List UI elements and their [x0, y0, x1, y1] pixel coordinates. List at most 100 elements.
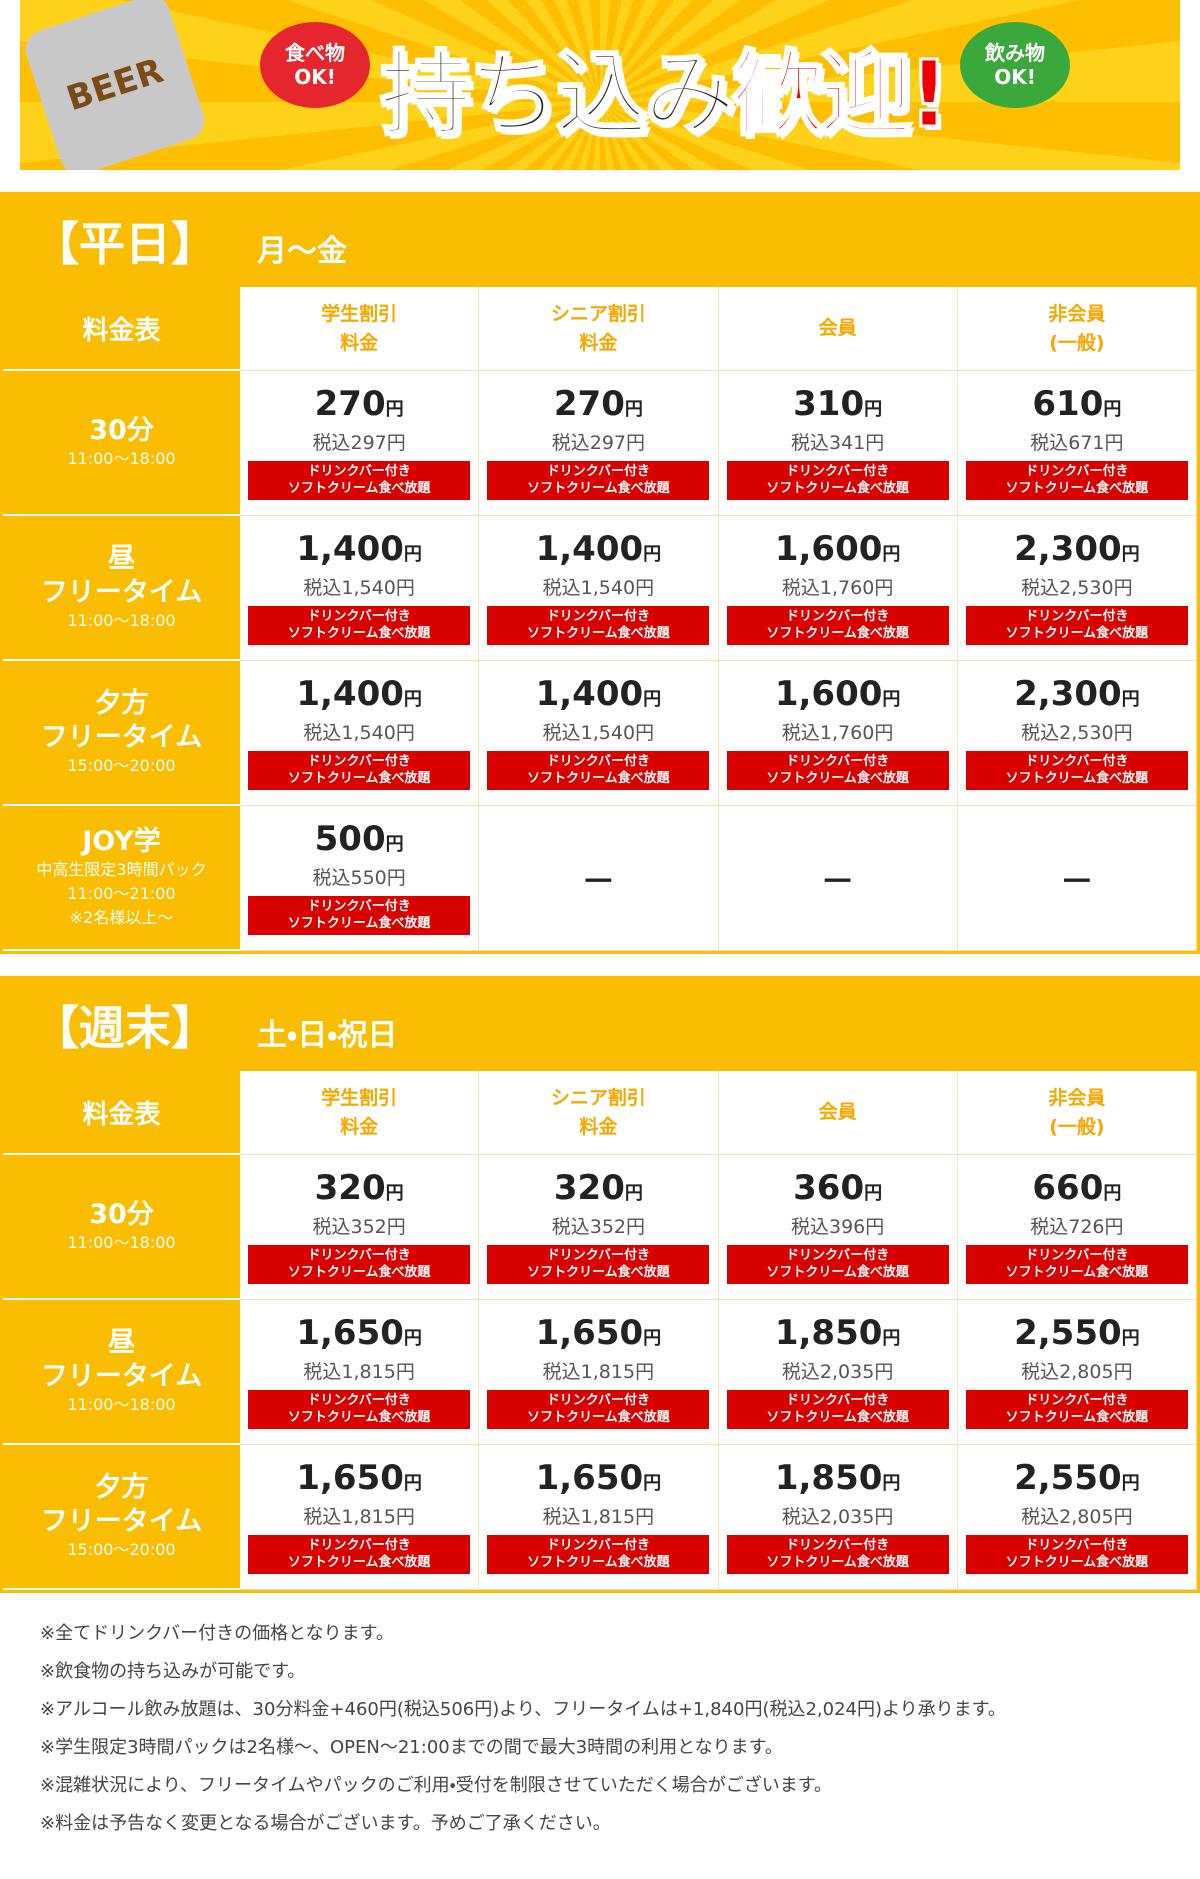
- note: ※学生限定3時間パックは2名様～、OPEN～21:00までの間で最大3時間の利用…: [40, 1737, 783, 1758]
- price: 1,600円: [775, 531, 901, 568]
- price-cell: 2,300円 税込2,530円 ドリンクバー付き ソフトクリーム食べ放題: [957, 516, 1197, 661]
- price-cell: 1,600円 税込1,760円 ドリンクバー付き ソフトクリーム食べ放題: [718, 661, 958, 806]
- price-unit: 円: [882, 1473, 901, 1495]
- column-label: (一般): [1049, 331, 1105, 354]
- column-header: 学生割引 料金: [240, 1071, 480, 1155]
- note: ※全てドリンクバー付きの価格となります。: [40, 1623, 394, 1644]
- price-value: 2,550: [1014, 1313, 1122, 1354]
- badge: ドリンクバー付きソフトクリーム食べ放題: [487, 750, 710, 790]
- price-cell: 1,400円 税込1,540円 ドリンクバー付き ソフトクリーム食べ放題: [240, 661, 480, 806]
- badge-line: ソフトクリーム食べ放題: [1005, 771, 1149, 787]
- column-label: シニア割引: [550, 1087, 646, 1109]
- badge-line: ドリンクバー付き: [1025, 1247, 1129, 1263]
- badge-line: ドリンクバー付き: [546, 753, 651, 769]
- banner: BEER 食べ物 OK! 持ち込み歓迎! 飲み物 OK!: [20, 0, 1180, 170]
- price-value: 1,650: [296, 1313, 404, 1354]
- badge-line: ドリンクバー付き: [307, 1392, 411, 1408]
- badge-line: ソフトクリーム食べ放題: [527, 1555, 670, 1571]
- section-header: 【平日】 月～金: [3, 195, 1197, 287]
- badge: ドリンクバー付き ソフトクリーム食べ放題: [248, 1389, 471, 1429]
- badge-line: ソフトクリーム食べ放題: [766, 1555, 909, 1571]
- corner-cell: 料金表: [3, 287, 240, 371]
- price-unit: 円: [1121, 1473, 1140, 1495]
- row-note: 11:00～18:00: [67, 1233, 176, 1253]
- price-value: 2,550: [1014, 1458, 1122, 1499]
- column-label: 料金: [579, 1115, 618, 1138]
- price-value: 1,650: [535, 1313, 644, 1354]
- badge: ドリンクバー付き ソフトクリーム食べ放題: [726, 460, 949, 500]
- price-cell: －: [718, 806, 958, 951]
- section-header: 【週末】 土・日・祝日: [3, 979, 1197, 1071]
- price-value: 360: [793, 1168, 865, 1209]
- price-value: 1,400: [296, 529, 404, 570]
- price-value: 1,400: [535, 674, 644, 715]
- badge: ドリンクバー付き ソフトクリーム食べ放題: [965, 1534, 1188, 1574]
- price-unit: 円: [385, 1183, 404, 1205]
- price-cell: 1,850円 税込2,035円 ドリンクバー付き ソフトクリーム食べ放題: [718, 1300, 958, 1445]
- price-cell: 1,400円 税込1,540円 ドリンクバー付き ソフトクリーム食べ放題: [240, 516, 480, 661]
- row-label: 夕方: [94, 687, 149, 719]
- price-cell: －: [957, 806, 1197, 951]
- price-value: 1,600: [774, 674, 883, 715]
- price-unit: 円: [403, 689, 422, 711]
- price-value: 1,650: [535, 1458, 644, 1499]
- bubble-text: 飲み物: [985, 41, 1045, 65]
- column-header: 非会員 (一般): [957, 1071, 1197, 1155]
- row-label: フリータイム: [40, 576, 203, 608]
- badge-line: ドリンクバー付き: [785, 608, 890, 624]
- badge: ドリンクバー付き ソフトクリーム食べ放題: [248, 1534, 471, 1574]
- column-header: 非会員 (一般): [957, 287, 1197, 371]
- column-label: 非会員: [1048, 1087, 1106, 1109]
- row-note: 15:00～20:00: [67, 756, 176, 776]
- price: 1,400円: [296, 676, 422, 713]
- price-cell: 320円 税込352円 ドリンクバー付き ソフトクリーム食べ放題: [240, 1155, 480, 1300]
- price-unit: 円: [1121, 544, 1140, 566]
- badge: ドリンクバー付き ソフトクリーム食べ放題: [487, 1244, 710, 1284]
- price-cell: 310円 税込341円 ドリンクバー付き ソフトクリーム食べ放題: [718, 371, 958, 516]
- row-label: フリータイム: [40, 721, 203, 753]
- row-label: JOY学: [82, 825, 161, 857]
- price: 1,650円: [536, 1460, 662, 1497]
- price-value: 1,650: [296, 1458, 404, 1499]
- badge-line: ドリンクバー付き: [546, 608, 651, 624]
- price-value: 270: [314, 384, 386, 425]
- section-title: 【週末】: [33, 1001, 217, 1055]
- price: 1,650円: [536, 1315, 662, 1352]
- price-cell: 1,400円 税込1,540円 ドリンクバー付き ソフトクリーム食べ放題: [479, 516, 719, 661]
- price-value: 1,400: [535, 529, 644, 570]
- price: 660円: [1032, 1170, 1121, 1207]
- badge-line: ソフトクリーム食べ放題: [1005, 1410, 1149, 1426]
- price-cell: 2,550円 税込2,805円 ドリンクバー付き ソフトクリーム食べ放題: [957, 1445, 1197, 1590]
- row-note: 11:00～18:00: [67, 611, 176, 631]
- price-unit: 円: [643, 1473, 662, 1495]
- badge: ドリンクバー付き ソフトクリーム食べ放題: [726, 605, 949, 645]
- price-value: 1,850: [774, 1458, 883, 1499]
- row-header: 昼フリータイム 11:00～18:00: [3, 1300, 240, 1445]
- price-value: 660: [1032, 1168, 1104, 1209]
- badge-line: ドリンクバー付き: [307, 608, 411, 624]
- food-bubble: 食べ物 OK!: [260, 22, 370, 108]
- badge: ドリンクバー付き ソフトクリーム食べ放題: [248, 1244, 471, 1284]
- price-unit: 円: [403, 1473, 422, 1495]
- price: 1,600円: [775, 676, 901, 713]
- price: 2,300円: [1014, 531, 1140, 568]
- price-cell: 320円 税込352円 ドリンクバー付き ソフトクリーム食べ放題: [479, 1155, 719, 1300]
- corner-label: 料金表: [82, 1099, 161, 1130]
- column-label: 非会員: [1048, 303, 1106, 325]
- column-label: (一般): [1049, 1115, 1105, 1138]
- price-section: 【平日】 月～金 料金表 学生割引 料金 シニア割引 料金 会員 非会員 (一般) 30分 11:00…: [0, 192, 1200, 954]
- price-unit: 円: [403, 1328, 422, 1350]
- row-note: ※2名様以上～: [69, 908, 174, 928]
- price-cell: 1,650円 税込1,815円 ドリンクバー付き ソフトクリーム食べ放題: [240, 1300, 480, 1445]
- badge-line: ソフトクリーム食べ放題: [766, 771, 909, 787]
- banner-title: 持ち込み歓迎!: [378, 20, 951, 153]
- badge-line: ドリンクバー付き: [307, 898, 411, 914]
- row-header: JOY学 中高生限定3時間パック 11:00～21:00 ※2名様以上～: [3, 806, 240, 951]
- badge-line: ソフトクリーム食べ放題: [527, 771, 670, 787]
- note: ※混雑状況により、フリータイムやパックのご利用・受付を制限させていただく場合がご…: [40, 1775, 832, 1796]
- column-label: 会員: [818, 317, 857, 340]
- price-cell: 1,600円 税込1,760円 ドリンクバー付き ソフトクリーム食べ放題: [718, 516, 958, 661]
- badge-line: ソフトクリーム食べ放題: [287, 1265, 431, 1281]
- row-label: 昼: [108, 1326, 135, 1358]
